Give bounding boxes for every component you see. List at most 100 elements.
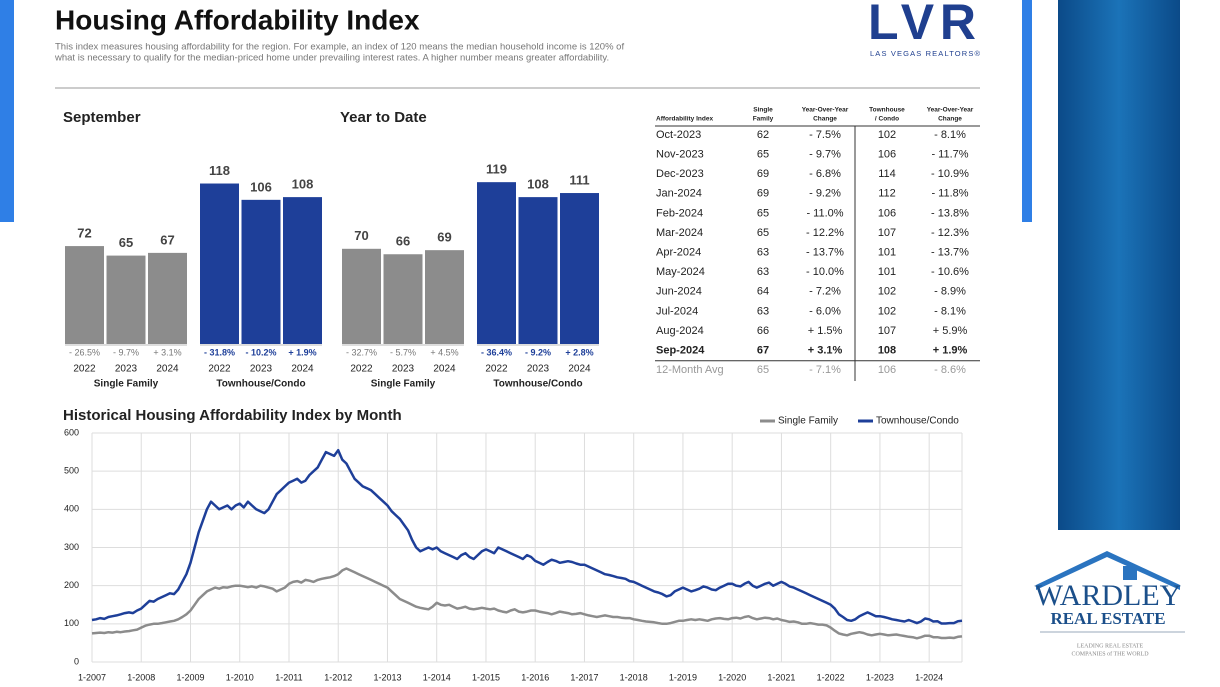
table-cell: + 5.9%: [933, 325, 968, 337]
table-cell: - 7.1%: [809, 364, 841, 376]
table-cell: 102: [878, 305, 896, 317]
table-cell: - 6.0%: [809, 305, 841, 317]
house-window: [1123, 566, 1137, 580]
x-tick-label: 2024: [433, 364, 456, 375]
bar: [342, 248, 381, 344]
x-tick-label: 1-2007: [78, 672, 106, 682]
legend-label: Townhouse/Condo: [876, 416, 959, 427]
x-tick-label: 2022: [208, 364, 231, 375]
column-header: Townhouse: [869, 107, 905, 114]
table-cell: - 8.1%: [934, 305, 966, 317]
chart-title: Year to Date: [340, 109, 427, 126]
x-tick-label: 1-2022: [817, 672, 845, 682]
table-cell: + 3.1%: [808, 345, 843, 357]
table-cell: Jan-2024: [656, 188, 702, 200]
table-cell: - 11.8%: [931, 188, 968, 200]
x-tick-label: 2023: [115, 364, 138, 375]
x-tick-label: 1-2011: [275, 672, 302, 682]
table-cell: 114: [878, 168, 896, 180]
change-label: + 3.1%: [153, 347, 181, 357]
change-label: + 4.5%: [430, 347, 458, 357]
x-tick-label: 2024: [291, 364, 314, 375]
sidebar-logo-subtitle: REAL ESTATE: [1050, 609, 1165, 628]
bar: [283, 197, 322, 344]
change-label: - 26.5%: [69, 347, 100, 357]
table-cell: + 1.9%: [933, 345, 968, 357]
x-tick-label: 2023: [392, 364, 415, 375]
y-tick-label: 200: [64, 580, 79, 590]
x-tick-label: 2022: [350, 364, 373, 375]
edge-strip: [1022, 0, 1032, 222]
line-series: [91, 567, 963, 640]
page-title: Housing Affordability Index: [55, 4, 420, 35]
table-cell: + 1.5%: [808, 325, 843, 337]
table-cell: - 8.1%: [934, 129, 966, 141]
x-tick-label: 2024: [156, 364, 179, 375]
bar: [65, 246, 104, 344]
table-cell: 65: [757, 364, 769, 376]
group-label: Single Family: [94, 379, 159, 390]
sidebar-tagline: LEADING REAL ESTATE: [1077, 643, 1144, 649]
bar: [518, 197, 558, 344]
change-label: + 1.9%: [288, 347, 316, 357]
column-header: Year-Over-Year: [802, 107, 849, 114]
table-cell: 101: [878, 247, 896, 259]
value-label: 108: [527, 177, 549, 192]
change-label: - 36.4%: [481, 347, 512, 357]
bar: [425, 250, 464, 344]
edge-strip: [0, 0, 14, 222]
value-label: 69: [437, 230, 451, 245]
y-tick-label: 500: [64, 466, 79, 476]
table-cell: May-2024: [656, 266, 705, 278]
column-header: Single: [753, 107, 773, 114]
bar: [241, 199, 281, 344]
table-cell: - 8.6%: [934, 364, 966, 376]
y-tick-label: 100: [64, 618, 79, 628]
table-cell: - 10.6%: [931, 266, 969, 278]
group-label: Single Family: [371, 379, 436, 390]
description: This index measures housing affordabilit…: [55, 42, 624, 53]
group-label: Townhouse/Condo: [216, 379, 305, 390]
value-label: 72: [77, 226, 91, 241]
column-header: / Condo: [875, 116, 899, 123]
group-label: Townhouse/Condo: [493, 379, 582, 390]
change-label: + 2.8%: [565, 347, 593, 357]
y-tick-label: 300: [64, 542, 79, 552]
y-tick-label: 600: [64, 427, 79, 437]
x-tick-label: 1-2020: [718, 672, 746, 682]
x-tick-label: 1-2019: [669, 672, 697, 682]
table-cell: 65: [757, 149, 769, 161]
table-cell: Jun-2024: [656, 286, 702, 298]
table-cell: - 8.9%: [934, 286, 966, 298]
table-cell: 12-Month Avg: [656, 364, 724, 376]
value-label: 65: [119, 235, 133, 250]
table-cell: 63: [757, 266, 769, 278]
bar: [477, 182, 516, 344]
table-cell: - 11.7%: [931, 149, 968, 161]
x-tick-label: 2023: [250, 364, 273, 375]
y-tick-label: 400: [64, 504, 79, 514]
column-header: Change: [938, 116, 962, 123]
column-header: Change: [813, 116, 837, 123]
value-label: 106: [250, 179, 272, 194]
change-label: - 9.7%: [113, 347, 139, 357]
x-tick-label: 1-2009: [176, 672, 204, 682]
x-tick-label: 1-2014: [423, 672, 451, 682]
x-tick-label: 1-2015: [472, 672, 500, 682]
table-cell: 65: [757, 227, 769, 239]
bar: [200, 183, 239, 344]
table-cell: 67: [757, 345, 769, 357]
column-header: Family: [753, 116, 774, 123]
change-label: - 9.2%: [525, 347, 551, 357]
table-cell: - 13.7%: [931, 247, 969, 259]
table-cell: 102: [878, 286, 896, 298]
bar: [560, 193, 599, 344]
x-tick-label: 1-2023: [866, 672, 894, 682]
change-label: - 31.8%: [204, 347, 235, 357]
value-label: 118: [209, 163, 230, 178]
table-cell: 106: [878, 149, 896, 161]
value-label: 108: [292, 177, 314, 192]
change-label: - 10.2%: [245, 347, 276, 357]
column-header: Affordability Index: [656, 116, 713, 123]
